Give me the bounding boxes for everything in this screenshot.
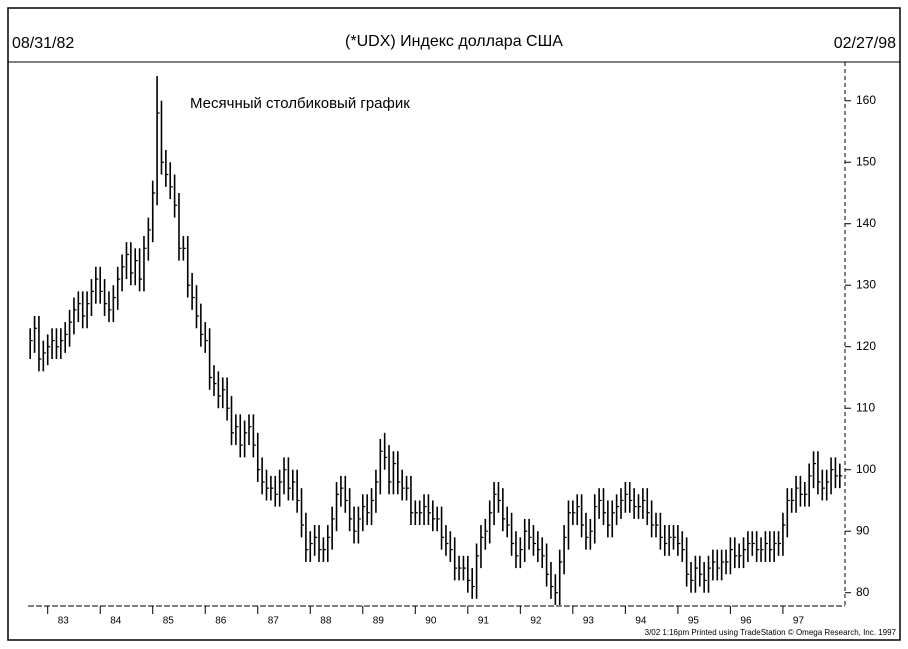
annotation: Месячный столбиковый график [190,95,410,112]
x-tick-label: 97 [793,616,805,627]
x-tick-label: 95 [688,616,700,627]
frame [7,7,901,641]
y-tick-label: 120 [856,339,876,353]
footer: 3/02 1:16pm Printed using TradeStation ©… [645,628,897,637]
x-tick-label: 96 [740,616,752,627]
y-tick-label: 80 [856,585,870,599]
x-tick-label: 90 [425,616,437,627]
x-tick-label: 86 [215,616,227,627]
x-tick-label: 84 [110,616,122,627]
y-tick-label: 140 [856,216,876,230]
x-tick-label: 94 [635,616,647,627]
y-tick-label: 100 [856,462,876,476]
x-tick-label: 89 [373,616,385,627]
y-tick-label: 160 [856,93,876,107]
start-date: 08/31/82 [12,35,74,52]
end-date: 02/27/98 [834,35,896,52]
x-tick-label: 88 [320,616,332,627]
x-tick-label: 92 [530,616,542,627]
y-tick-label: 150 [856,154,876,168]
y-tick-label: 130 [856,277,876,291]
x-tick-label: 91 [478,616,490,627]
chart-title: (*UDX) Индекс доллара США [345,33,563,50]
x-tick-label: 87 [268,616,280,627]
y-tick-label: 110 [856,400,875,414]
x-tick-label: 85 [163,616,175,627]
x-tick-label: 83 [58,616,70,627]
x-tick-label: 93 [583,616,595,627]
y-tick-label: 90 [856,523,870,537]
